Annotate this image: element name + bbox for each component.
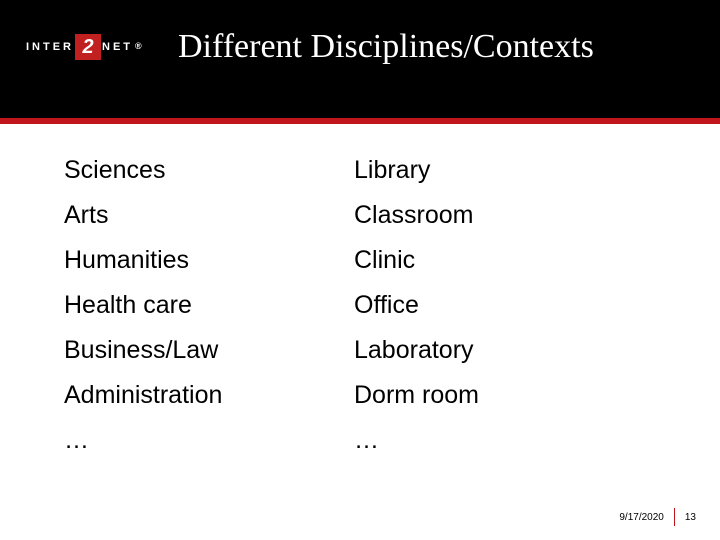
list-item: Business/Law xyxy=(64,338,354,363)
logo-text-right: NET® xyxy=(102,41,145,53)
disciplines-column: Sciences Arts Humanities Health care Bus… xyxy=(64,158,354,473)
list-item: Classroom xyxy=(354,203,644,228)
list-item: Office xyxy=(354,293,644,318)
list-item: Health care xyxy=(64,293,354,318)
list-item: … xyxy=(354,428,644,453)
footer-divider xyxy=(674,508,675,526)
logo-badge: 2 xyxy=(75,34,101,60)
list-item: Library xyxy=(354,158,644,183)
registered-mark: ® xyxy=(135,41,145,51)
list-item: Administration xyxy=(64,383,354,408)
slide-header: INTER 2 NET® Different Disciplines/Conte… xyxy=(0,0,720,118)
contexts-column: Library Classroom Clinic Office Laborato… xyxy=(354,158,644,473)
slide-footer: 9/17/2020 13 xyxy=(619,508,696,526)
footer-date: 9/17/2020 xyxy=(619,512,664,523)
list-item: Dorm room xyxy=(354,383,644,408)
footer-page-number: 13 xyxy=(685,512,696,523)
list-item: … xyxy=(64,428,354,453)
logo-text-left: INTER xyxy=(26,41,74,53)
list-item: Laboratory xyxy=(354,338,644,363)
list-item: Sciences xyxy=(64,158,354,183)
list-item: Humanities xyxy=(64,248,354,273)
list-item: Arts xyxy=(64,203,354,228)
logo-badge-number: 2 xyxy=(82,37,93,57)
list-item: Clinic xyxy=(354,248,644,273)
slide-title: Different Disciplines/Contexts xyxy=(178,28,594,66)
slide-content: Sciences Arts Humanities Health care Bus… xyxy=(0,124,720,473)
logo: INTER 2 NET® xyxy=(26,34,145,60)
